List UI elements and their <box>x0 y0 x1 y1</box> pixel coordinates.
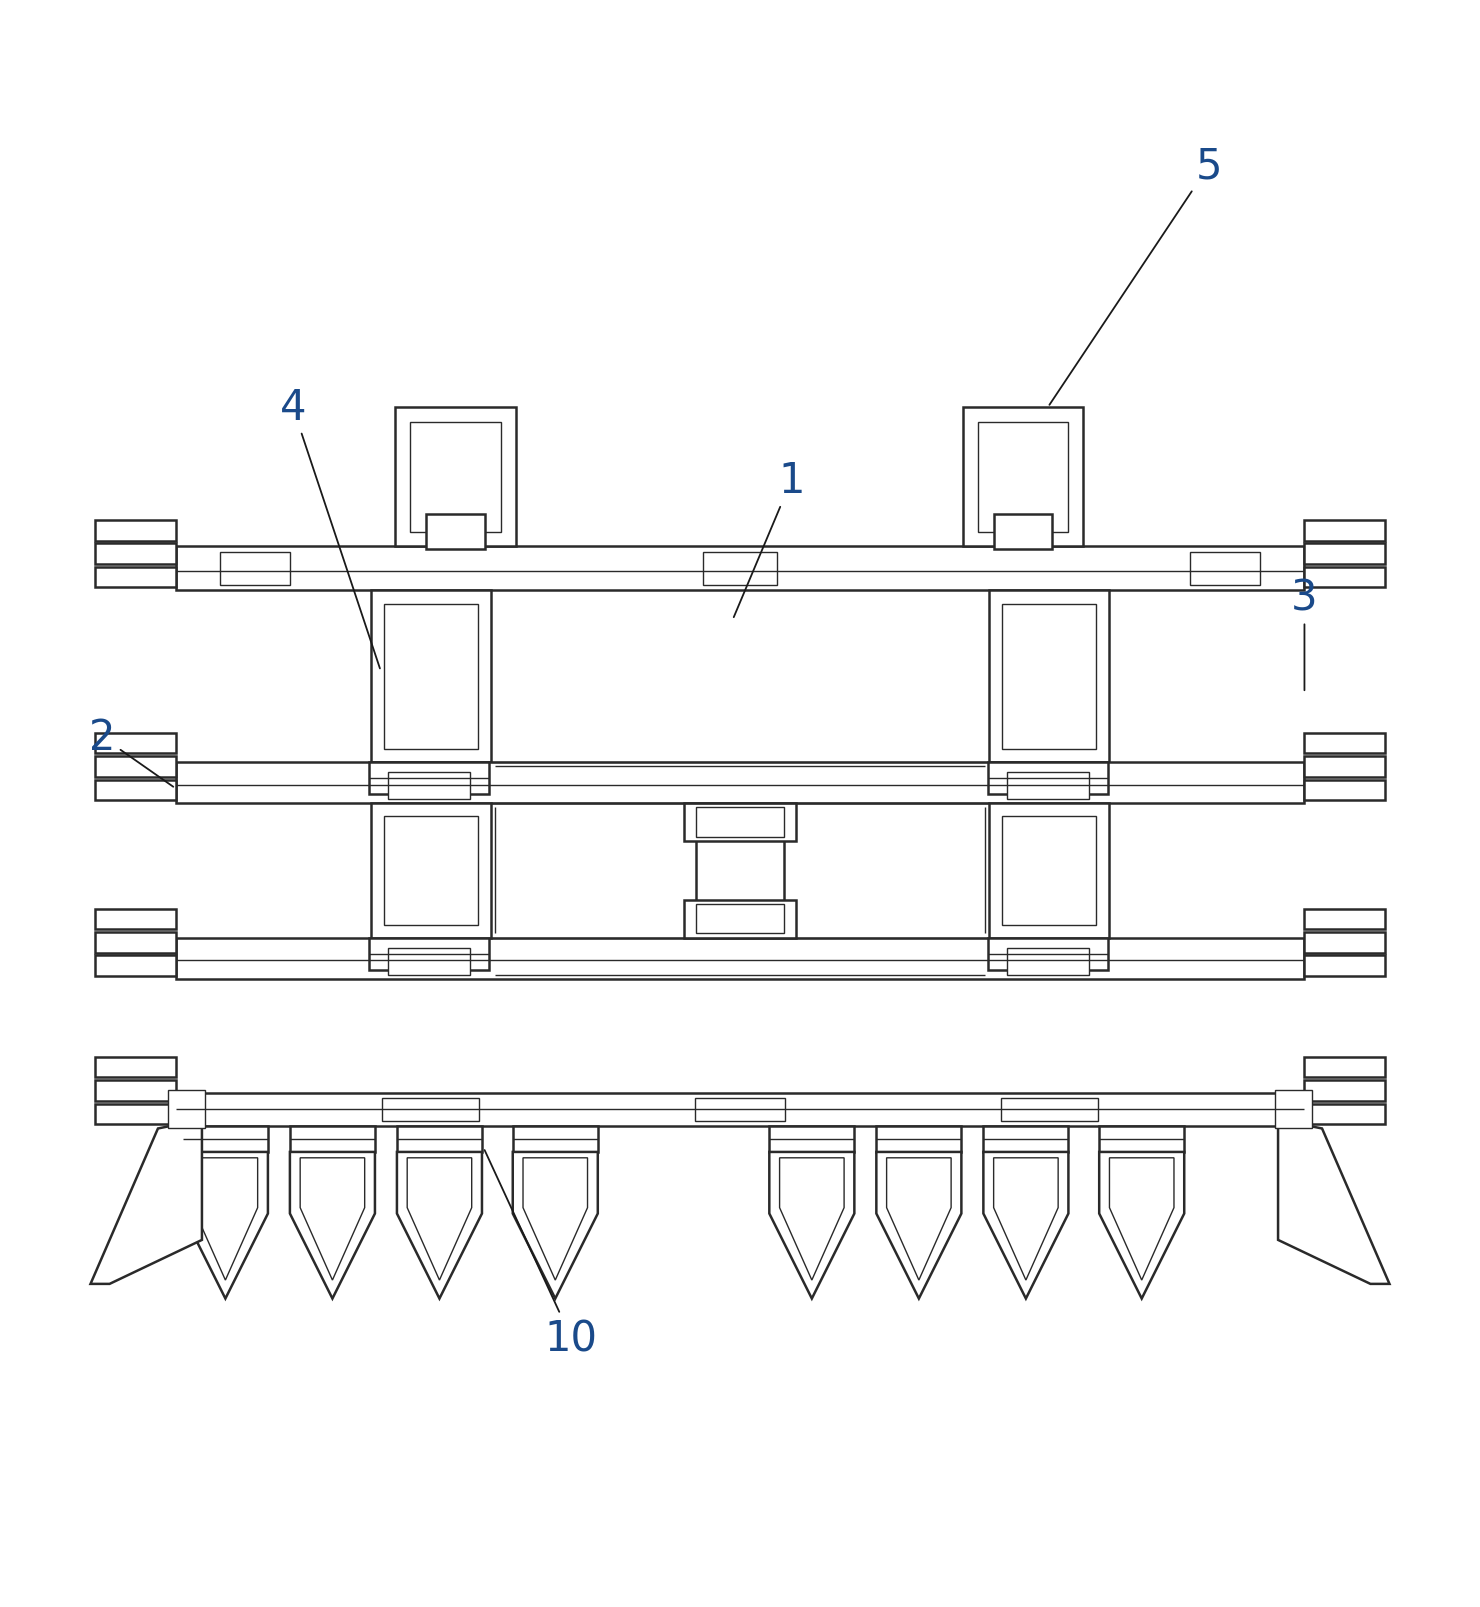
Text: 3: 3 <box>1291 577 1317 691</box>
Bar <box>989 591 1110 762</box>
Bar <box>1304 1080 1385 1101</box>
Polygon shape <box>1279 1127 1390 1284</box>
Bar <box>176 938 1304 979</box>
Bar <box>1002 816 1097 926</box>
Bar <box>1304 757 1385 778</box>
Bar <box>95 757 176 778</box>
Bar <box>684 900 796 938</box>
Bar <box>1304 779 1385 800</box>
Bar <box>1000 1098 1098 1122</box>
Bar <box>95 779 176 800</box>
Polygon shape <box>512 1152 598 1298</box>
Bar <box>1304 521 1385 542</box>
Bar <box>987 938 1109 971</box>
Bar <box>1304 733 1385 754</box>
Bar <box>388 948 471 975</box>
Text: 1: 1 <box>734 460 805 617</box>
Bar <box>426 514 485 550</box>
Bar <box>290 1127 374 1152</box>
Bar <box>1304 545 1385 564</box>
Bar <box>95 521 176 542</box>
Bar <box>1304 1057 1385 1077</box>
Bar <box>684 804 796 842</box>
Bar <box>395 408 515 546</box>
Bar <box>1304 910 1385 929</box>
Bar <box>512 1127 598 1152</box>
Polygon shape <box>90 1127 201 1284</box>
Bar <box>1304 956 1385 977</box>
Bar <box>989 804 1110 938</box>
Text: 5: 5 <box>1049 145 1222 405</box>
Text: 2: 2 <box>89 717 173 787</box>
Bar <box>184 1127 268 1152</box>
Bar <box>696 808 784 837</box>
Bar <box>1100 1127 1184 1152</box>
Bar <box>95 1080 176 1101</box>
Bar <box>383 604 478 749</box>
Bar <box>770 1127 854 1152</box>
Bar <box>696 905 784 934</box>
Bar <box>397 1127 482 1152</box>
Bar <box>410 423 502 532</box>
Bar <box>176 762 1304 804</box>
Polygon shape <box>770 1152 854 1298</box>
Bar <box>1276 1091 1311 1128</box>
Bar <box>703 553 777 585</box>
Bar <box>95 910 176 929</box>
Text: 10: 10 <box>484 1151 598 1360</box>
Polygon shape <box>983 1152 1069 1298</box>
Bar <box>1190 553 1261 585</box>
Polygon shape <box>1100 1152 1184 1298</box>
Bar <box>95 956 176 977</box>
Polygon shape <box>184 1152 268 1298</box>
Polygon shape <box>290 1152 374 1298</box>
Bar <box>983 1127 1069 1152</box>
Text: 4: 4 <box>280 387 380 669</box>
Bar <box>169 1091 204 1128</box>
Polygon shape <box>397 1152 482 1298</box>
Bar <box>1304 567 1385 588</box>
Bar <box>388 773 471 799</box>
Bar <box>1006 948 1089 975</box>
Bar <box>382 1098 480 1122</box>
Bar <box>370 591 491 762</box>
Bar <box>95 733 176 754</box>
Bar <box>219 553 290 585</box>
Bar <box>95 567 176 588</box>
Bar <box>383 816 478 926</box>
Bar <box>876 1127 962 1152</box>
Bar <box>993 514 1052 550</box>
Bar <box>987 762 1109 795</box>
Bar <box>1304 1104 1385 1125</box>
Bar <box>95 932 176 953</box>
Bar <box>95 1104 176 1125</box>
Bar <box>95 1057 176 1077</box>
Bar <box>1002 604 1097 749</box>
Polygon shape <box>876 1152 962 1298</box>
Bar <box>963 408 1083 546</box>
Bar <box>95 545 176 564</box>
Bar <box>176 1094 1304 1127</box>
Bar <box>176 546 1304 591</box>
Bar <box>370 804 491 938</box>
Bar <box>977 423 1069 532</box>
Bar <box>369 762 490 795</box>
Bar <box>1304 932 1385 953</box>
Bar <box>694 1098 786 1122</box>
Bar <box>1006 773 1089 799</box>
Bar <box>369 938 490 971</box>
